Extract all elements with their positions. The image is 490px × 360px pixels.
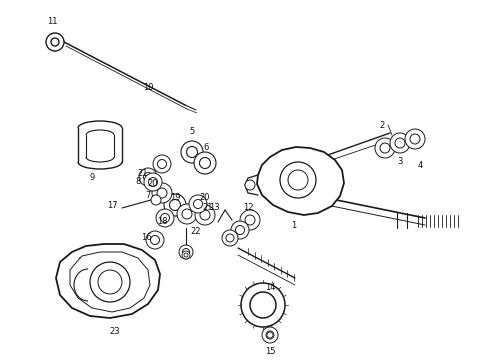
Circle shape bbox=[262, 327, 278, 343]
Text: 23: 23 bbox=[110, 328, 121, 337]
Text: 3: 3 bbox=[397, 158, 403, 166]
Circle shape bbox=[236, 225, 245, 234]
Circle shape bbox=[199, 158, 211, 168]
Text: 9: 9 bbox=[89, 174, 95, 183]
Text: 10: 10 bbox=[143, 84, 153, 93]
Circle shape bbox=[46, 33, 64, 51]
Text: 21: 21 bbox=[203, 202, 213, 211]
Text: 6: 6 bbox=[203, 143, 209, 152]
Circle shape bbox=[152, 183, 172, 203]
Circle shape bbox=[375, 138, 395, 158]
Text: 18: 18 bbox=[157, 217, 167, 226]
Circle shape bbox=[241, 283, 285, 327]
Circle shape bbox=[148, 177, 157, 186]
Circle shape bbox=[245, 215, 255, 225]
Text: 7: 7 bbox=[146, 190, 151, 199]
Text: 1: 1 bbox=[292, 220, 296, 230]
Text: 11: 11 bbox=[47, 18, 57, 27]
Text: 15: 15 bbox=[265, 347, 275, 356]
Circle shape bbox=[144, 172, 152, 181]
Text: 17: 17 bbox=[107, 202, 117, 211]
Circle shape bbox=[157, 159, 167, 168]
Text: 12: 12 bbox=[243, 203, 253, 212]
Circle shape bbox=[380, 143, 390, 153]
Circle shape bbox=[90, 262, 130, 302]
Circle shape bbox=[194, 152, 216, 174]
Text: 19: 19 bbox=[170, 193, 180, 202]
Circle shape bbox=[266, 331, 274, 339]
Text: 14: 14 bbox=[265, 284, 275, 292]
Circle shape bbox=[182, 251, 190, 259]
Circle shape bbox=[226, 234, 234, 242]
Circle shape bbox=[405, 129, 425, 149]
Text: 20: 20 bbox=[148, 179, 158, 188]
Circle shape bbox=[161, 213, 170, 222]
Circle shape bbox=[150, 235, 160, 244]
Circle shape bbox=[170, 199, 180, 211]
Circle shape bbox=[182, 209, 192, 219]
Circle shape bbox=[222, 230, 238, 246]
Text: 22: 22 bbox=[191, 228, 201, 237]
Circle shape bbox=[189, 195, 207, 213]
Circle shape bbox=[98, 270, 122, 294]
Text: 2: 2 bbox=[379, 122, 385, 130]
Circle shape bbox=[157, 188, 167, 198]
Circle shape bbox=[177, 204, 197, 224]
Circle shape bbox=[144, 173, 162, 191]
Circle shape bbox=[280, 162, 316, 198]
Circle shape bbox=[250, 292, 276, 318]
Circle shape bbox=[184, 253, 188, 257]
Circle shape bbox=[195, 205, 215, 225]
Text: 8: 8 bbox=[135, 177, 141, 186]
Text: 20: 20 bbox=[200, 193, 210, 202]
Circle shape bbox=[151, 195, 161, 205]
Circle shape bbox=[395, 138, 405, 148]
Circle shape bbox=[181, 141, 203, 163]
Circle shape bbox=[410, 134, 420, 144]
Circle shape bbox=[288, 170, 308, 190]
Text: 16: 16 bbox=[141, 234, 151, 243]
Circle shape bbox=[156, 209, 174, 227]
Circle shape bbox=[200, 210, 210, 220]
Text: 4: 4 bbox=[417, 162, 423, 171]
Text: 5: 5 bbox=[189, 127, 195, 136]
Circle shape bbox=[153, 155, 171, 173]
Circle shape bbox=[245, 180, 255, 190]
Circle shape bbox=[139, 168, 157, 186]
Circle shape bbox=[267, 332, 273, 338]
Circle shape bbox=[240, 210, 260, 230]
Polygon shape bbox=[56, 244, 160, 318]
Text: 21: 21 bbox=[138, 170, 148, 179]
Circle shape bbox=[182, 248, 190, 256]
Polygon shape bbox=[257, 147, 344, 215]
Circle shape bbox=[164, 194, 186, 216]
Circle shape bbox=[179, 245, 193, 259]
Circle shape bbox=[146, 231, 164, 249]
Circle shape bbox=[390, 133, 410, 153]
Circle shape bbox=[187, 147, 197, 158]
Text: 13: 13 bbox=[209, 203, 220, 212]
Circle shape bbox=[51, 38, 59, 46]
Circle shape bbox=[194, 199, 202, 208]
Circle shape bbox=[231, 221, 249, 239]
